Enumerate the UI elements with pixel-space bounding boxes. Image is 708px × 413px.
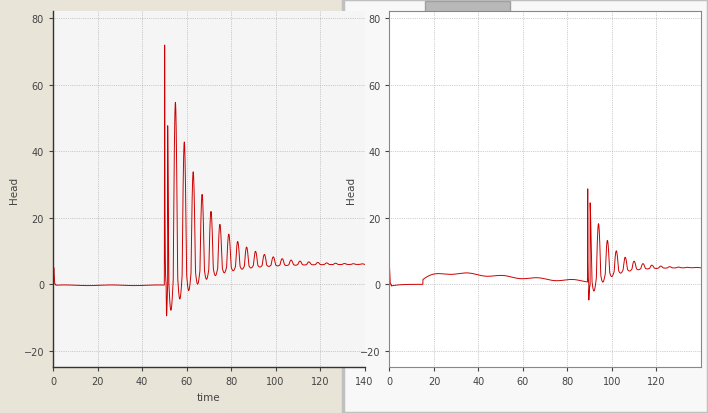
Y-axis label: Head: Head	[9, 176, 19, 204]
X-axis label: time: time	[197, 392, 221, 402]
Y-axis label: Head: Head	[346, 176, 356, 204]
